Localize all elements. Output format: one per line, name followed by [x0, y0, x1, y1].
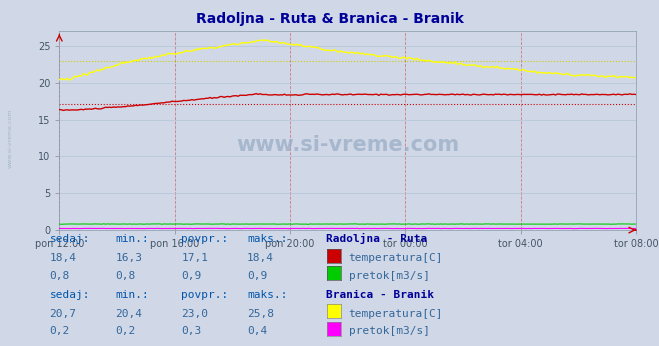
Text: 0,8: 0,8 — [49, 271, 70, 281]
Text: Branica - Branik: Branica - Branik — [326, 290, 434, 300]
Text: 25,8: 25,8 — [247, 309, 274, 319]
Text: 18,4: 18,4 — [247, 253, 274, 263]
Text: pretok[m3/s]: pretok[m3/s] — [349, 326, 430, 336]
Text: povpr.:: povpr.: — [181, 290, 229, 300]
Text: 0,2: 0,2 — [49, 326, 70, 336]
Text: povpr.:: povpr.: — [181, 234, 229, 244]
Text: 20,7: 20,7 — [49, 309, 76, 319]
Text: 18,4: 18,4 — [49, 253, 76, 263]
Text: Radoljna - Ruta: Radoljna - Ruta — [326, 233, 428, 244]
Text: www.si-vreme.com: www.si-vreme.com — [236, 135, 459, 155]
Text: 0,9: 0,9 — [247, 271, 268, 281]
Text: 0,3: 0,3 — [181, 326, 202, 336]
Text: 20,4: 20,4 — [115, 309, 142, 319]
Text: Radoljna - Ruta & Branica - Branik: Radoljna - Ruta & Branica - Branik — [196, 12, 463, 26]
Text: min.:: min.: — [115, 234, 149, 244]
Text: 16,3: 16,3 — [115, 253, 142, 263]
Text: 0,2: 0,2 — [115, 326, 136, 336]
Text: maks.:: maks.: — [247, 290, 287, 300]
Text: 23,0: 23,0 — [181, 309, 208, 319]
Text: 17,1: 17,1 — [181, 253, 208, 263]
Text: 0,9: 0,9 — [181, 271, 202, 281]
Text: 0,4: 0,4 — [247, 326, 268, 336]
Text: pretok[m3/s]: pretok[m3/s] — [349, 271, 430, 281]
Text: maks.:: maks.: — [247, 234, 287, 244]
Text: www.si-vreme.com: www.si-vreme.com — [8, 109, 13, 168]
Text: 0,8: 0,8 — [115, 271, 136, 281]
Text: sedaj:: sedaj: — [49, 234, 90, 244]
Text: min.:: min.: — [115, 290, 149, 300]
Text: temperatura[C]: temperatura[C] — [349, 253, 443, 263]
Text: sedaj:: sedaj: — [49, 290, 90, 300]
Text: temperatura[C]: temperatura[C] — [349, 309, 443, 319]
